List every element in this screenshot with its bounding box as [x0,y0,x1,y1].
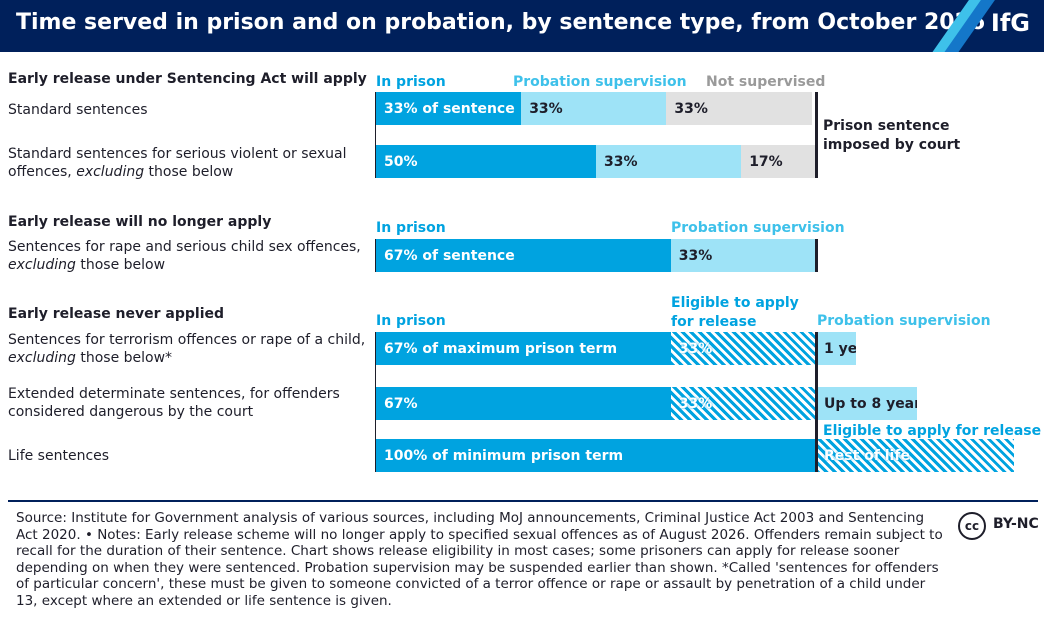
row-label-extended-line2: considered dangerous by the court [8,404,254,420]
bar-segment-1-1: 33% of sentence [376,92,522,125]
bar-label-3-1: 67% of sentence [384,247,515,264]
col-head-probation-2: Probation supervision [671,220,845,236]
bar-label-6-1: 100% of minimum prison term [384,447,624,464]
axis-line-1 [375,92,376,178]
axis-line-3 [375,332,376,472]
col-head-eligible-full: Eligible to apply for release [823,423,1042,439]
bar-segment-4-2: 33% [670,332,816,365]
row-label-rape-line1: Sentences for rape and serious child sex… [8,239,361,255]
col-head-eligible-line1: Eligible to apply [671,295,799,311]
col-head-not-supervised: Not supervised [706,74,826,90]
bar-segment-4-3: 1 year [816,332,856,365]
bar-segment-1-2: 33% [521,92,667,125]
bar-label-1-1: 33% of sentence [384,100,515,117]
bar-segment-5-3: Up to 8 years [816,387,918,420]
bar-segment-4-1: 67% of maximum prison term [376,332,671,365]
row-label-rape-line2: excluding those below [8,257,166,273]
section-heading-3: Early release never applied [8,306,225,322]
annotation-line2: imposed by court [823,137,961,153]
row-label-standard: Standard sentences [8,102,148,118]
bar-segment-2-1: 50% [376,145,596,178]
col-head-in-prison-1: In prison [376,74,446,90]
prison-sentence-marker-3 [815,332,818,472]
section-heading-2: Early release will no longer apply [8,214,272,230]
bar-segment-5-2: 33% [670,387,816,420]
bar-label-4-2: 33% [678,340,713,357]
row-label-extended-line1: Extended determinate sentences, for offe… [8,386,340,402]
axis-line-2 [375,239,376,272]
license-label: BY-NC [993,516,1039,532]
chart-title: Time served in prison and on probation, … [16,10,986,35]
bar-label-5-3: Up to 8 years [824,395,917,412]
bar-label-5-1: 67% [384,395,418,412]
bar-label-2-2: 33% [604,153,638,170]
section-heading-1: Early release under Sentencing Act will … [8,71,367,87]
header-bar: Time served in prison and on probation, … [0,0,1044,52]
row-label-terror-line1: Sentences for terrorism offences or rape… [8,332,366,348]
bar-segment-5-1: 67% [376,387,671,420]
bar-label-5-2: 33% [678,395,713,412]
col-head-in-prison-3: In prison [376,313,446,329]
bar-segment-2-2: 33% [596,145,742,178]
bar-segment-3-2: 33% [670,239,816,272]
col-head-probation-3: Probation supervision [817,313,991,329]
annotation-line1: Prison sentence [823,118,950,134]
bar-label-6-2: Rest of life [824,447,910,464]
col-head-probation-1: Probation supervision [513,74,687,90]
source-note: Source: Institute for Government analysi… [16,510,943,609]
row-label-terror-line2: excluding those below* [8,350,173,366]
bar-segment-6-1: 100% of minimum prison term [376,439,816,472]
ifg-logo: IfG [990,9,1030,37]
bar-segment-6-2: Rest of life [816,439,1014,472]
bar-segment-1-3: 33% [666,92,812,125]
row-label-serious-line2: offences, excluding those below [8,164,234,180]
col-head-in-prison-2: In prison [376,220,446,236]
prison-sentence-marker-2 [815,239,818,272]
bar-label-1-3: 33% [674,100,708,117]
bar-label-4-1: 67% of maximum prison term [384,340,618,357]
footer-divider [8,500,1038,502]
bar-label-1-2: 33% [529,100,563,117]
bar-label-2-1: 50% [384,153,418,170]
bar-label-3-2: 33% [678,247,713,264]
prison-sentence-marker-1 [815,92,818,178]
creative-commons-icon: cc [958,512,986,540]
bar-label-4-3: 1 year [824,340,856,357]
bar-segment-3-1: 67% of sentence [376,239,671,272]
col-head-eligible-line2: for release [671,314,757,330]
row-label-serious-line1: Standard sentences for serious violent o… [8,146,347,162]
row-label-life: Life sentences [8,448,110,464]
bar-label-2-3: 17% [749,153,783,170]
bar-segment-2-3: 17% [741,145,816,178]
